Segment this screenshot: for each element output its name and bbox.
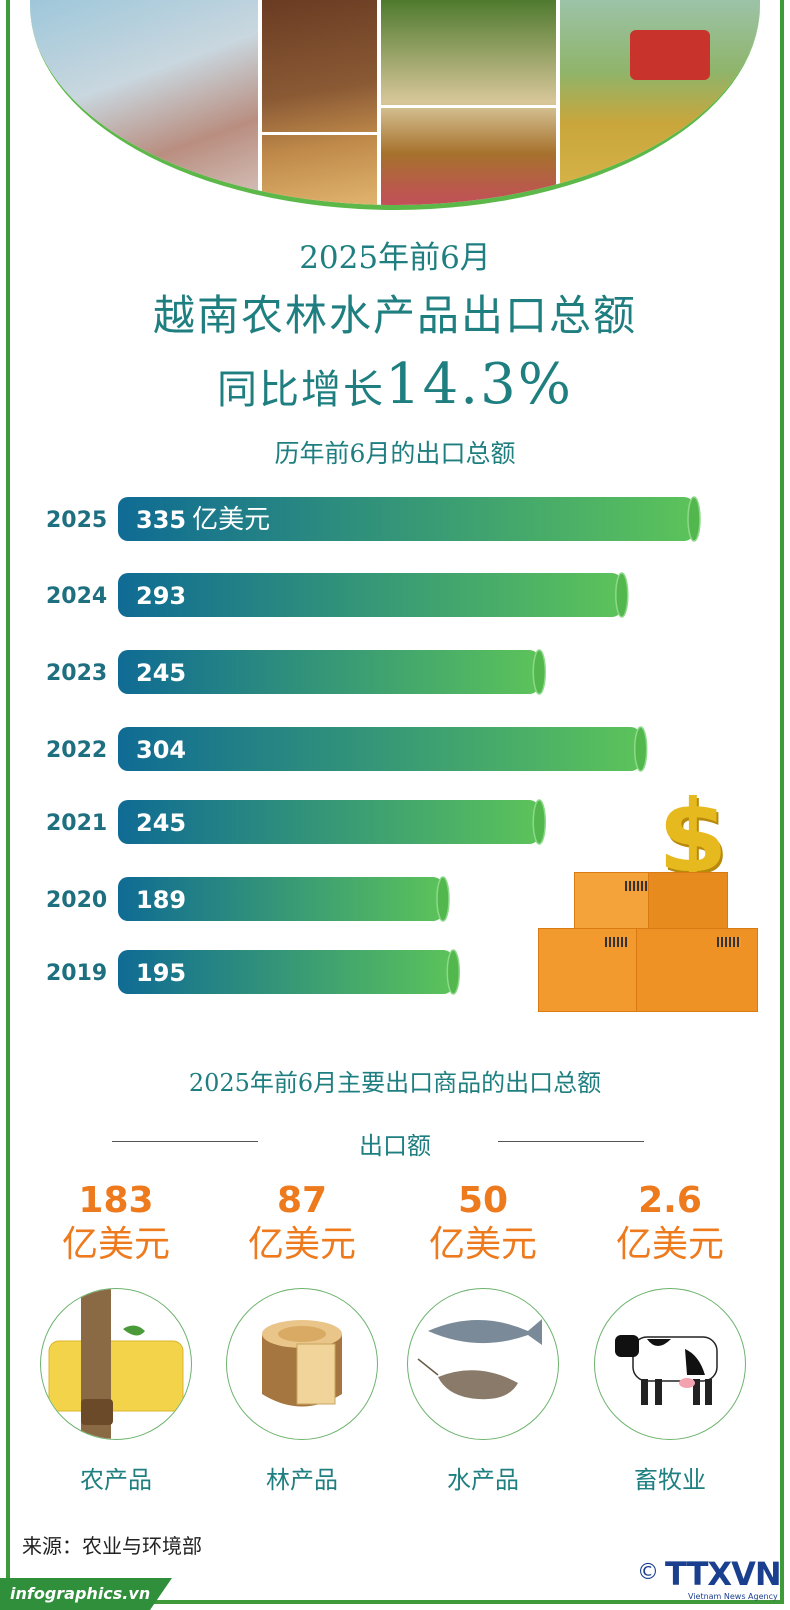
ttxvn-logo: TTXVN [665, 1555, 782, 1593]
logo-subtitle: Vietnam News Agency [688, 1592, 778, 1601]
bar-cap [687, 496, 701, 542]
product-value: 50 [457, 1180, 509, 1221]
product-value: 2.6 [638, 1180, 702, 1221]
rubber-icon [40, 1288, 192, 1440]
wood-icon [226, 1288, 378, 1440]
bar-year-label: 2021 [46, 811, 107, 836]
box-icon [538, 928, 640, 1012]
product-value: 87 [276, 1180, 328, 1221]
bar [118, 573, 622, 617]
bar-value-label: 293 [136, 582, 186, 610]
copyright-icon: © [637, 1560, 659, 1585]
bar [118, 800, 540, 844]
bar-cap [532, 649, 547, 695]
section-title: 2025年前6月主要出口商品的出口总额 [188, 1069, 602, 1097]
fish-shrimp-icon [407, 1288, 559, 1440]
bar-chart: 2025 335 亿美元 2024 293 2023 245 2022 304 2021 245 20… [46, 496, 701, 995]
bar [118, 950, 454, 994]
bar-cap [615, 572, 629, 618]
title-period: 2025年前6月 [299, 240, 491, 276]
divider-left [112, 1141, 258, 1142]
footer-bar [0, 1578, 172, 1610]
photo-rice-fruit [381, 0, 556, 205]
bar-year-label: 2022 [46, 738, 107, 763]
header-photo-collage [30, 0, 760, 210]
product-unit: 亿美元 [615, 1224, 724, 1265]
bar-cap [436, 876, 450, 922]
title-main: 越南农林水产品出口总额 [152, 291, 637, 340]
title-growth: 同比增长14.3% [217, 352, 573, 417]
divider-right [498, 1141, 644, 1142]
bar-value-label: 245 [136, 659, 186, 687]
bar-value-label: 189 [136, 886, 186, 914]
growth-value: 14.3% [385, 352, 573, 417]
bar-cap [633, 726, 648, 772]
product-livestock: 2.6 亿美元 畜牧业 [580, 1180, 760, 1495]
source-note: 来源：农业与环境部 [22, 1534, 202, 1558]
boxes-dollar-illustration: $ [538, 778, 758, 1012]
product-aquatic: 50 亿美元 水产品 [393, 1180, 573, 1495]
bar-year-label: 2025 [46, 508, 107, 533]
bar-year-label: 2020 [46, 888, 107, 913]
box-icon [648, 872, 728, 939]
bar-year-label: 2019 [46, 961, 107, 986]
harvester-icon [630, 30, 710, 80]
bar-unit-label: 亿美元 [192, 505, 270, 535]
product-name: 林产品 [266, 1466, 338, 1494]
photo-coffee-wood [262, 0, 377, 205]
bar-year-label: 2023 [46, 661, 107, 686]
product-unit: 亿美元 [428, 1224, 537, 1265]
product-unit: 亿美元 [247, 1224, 356, 1265]
product-unit: 亿美元 [61, 1224, 170, 1265]
bar-value-label: 195 [136, 959, 186, 987]
site-link[interactable]: infographics.vn [10, 1584, 151, 1603]
bar-year-label: 2024 [46, 584, 107, 609]
product-name: 农产品 [80, 1466, 152, 1494]
product-name: 水产品 [447, 1466, 519, 1494]
chart-title: 历年前6月的出口总额 [274, 439, 516, 468]
product-value: 183 [78, 1180, 154, 1221]
photo-seafood-processing [30, 0, 258, 205]
product-agriculture: 183 亿美元 农产品 [26, 1180, 206, 1495]
bar [118, 497, 694, 541]
bar [118, 727, 641, 771]
product-name: 畜牧业 [634, 1466, 706, 1494]
bar-cap [532, 799, 547, 845]
box-icon [636, 928, 758, 1012]
bar-value-label: 245 [136, 809, 186, 837]
bar-value-label: 335 亿美元 [136, 505, 270, 535]
bar-value-label: 304 [136, 736, 186, 764]
product-forestry: 87 亿美元 林产品 [212, 1180, 392, 1495]
cow-icon [594, 1288, 746, 1440]
section-subtitle: 出口额 [359, 1132, 431, 1160]
bar [118, 650, 540, 694]
bar-cap [446, 949, 461, 995]
page-frame [6, 0, 784, 1604]
bar [118, 877, 443, 921]
